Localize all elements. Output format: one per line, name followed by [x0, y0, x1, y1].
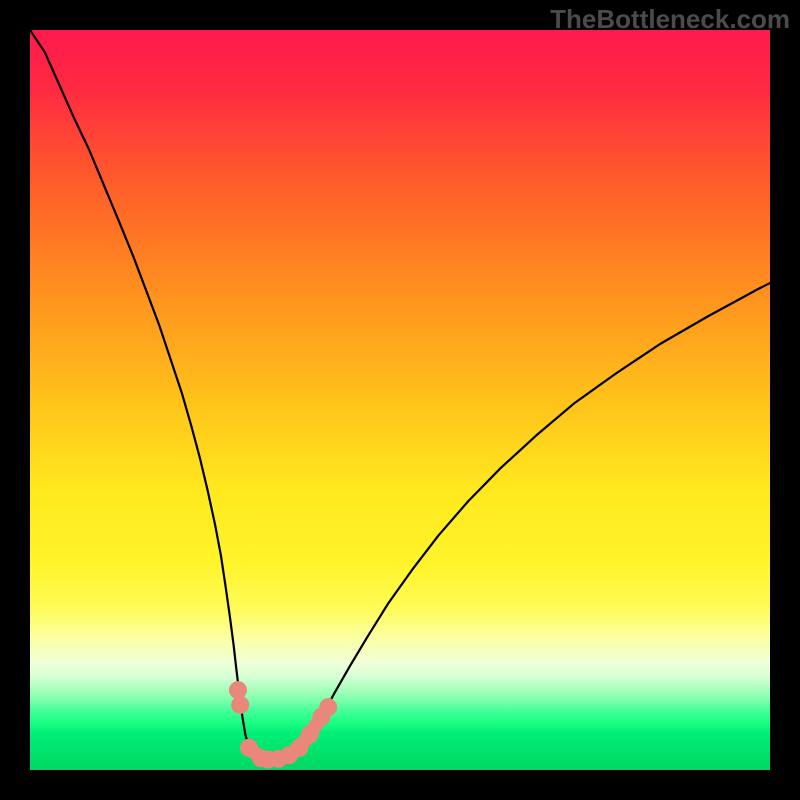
- bottleneck-chart: [0, 0, 800, 800]
- chart-root: TheBottleneck.com: [0, 0, 800, 800]
- watermark-text: TheBottleneck.com: [550, 4, 790, 35]
- marker-dot: [319, 698, 337, 716]
- plot-background: [30, 30, 770, 770]
- marker-dot: [301, 725, 319, 743]
- marker-dot: [231, 696, 249, 714]
